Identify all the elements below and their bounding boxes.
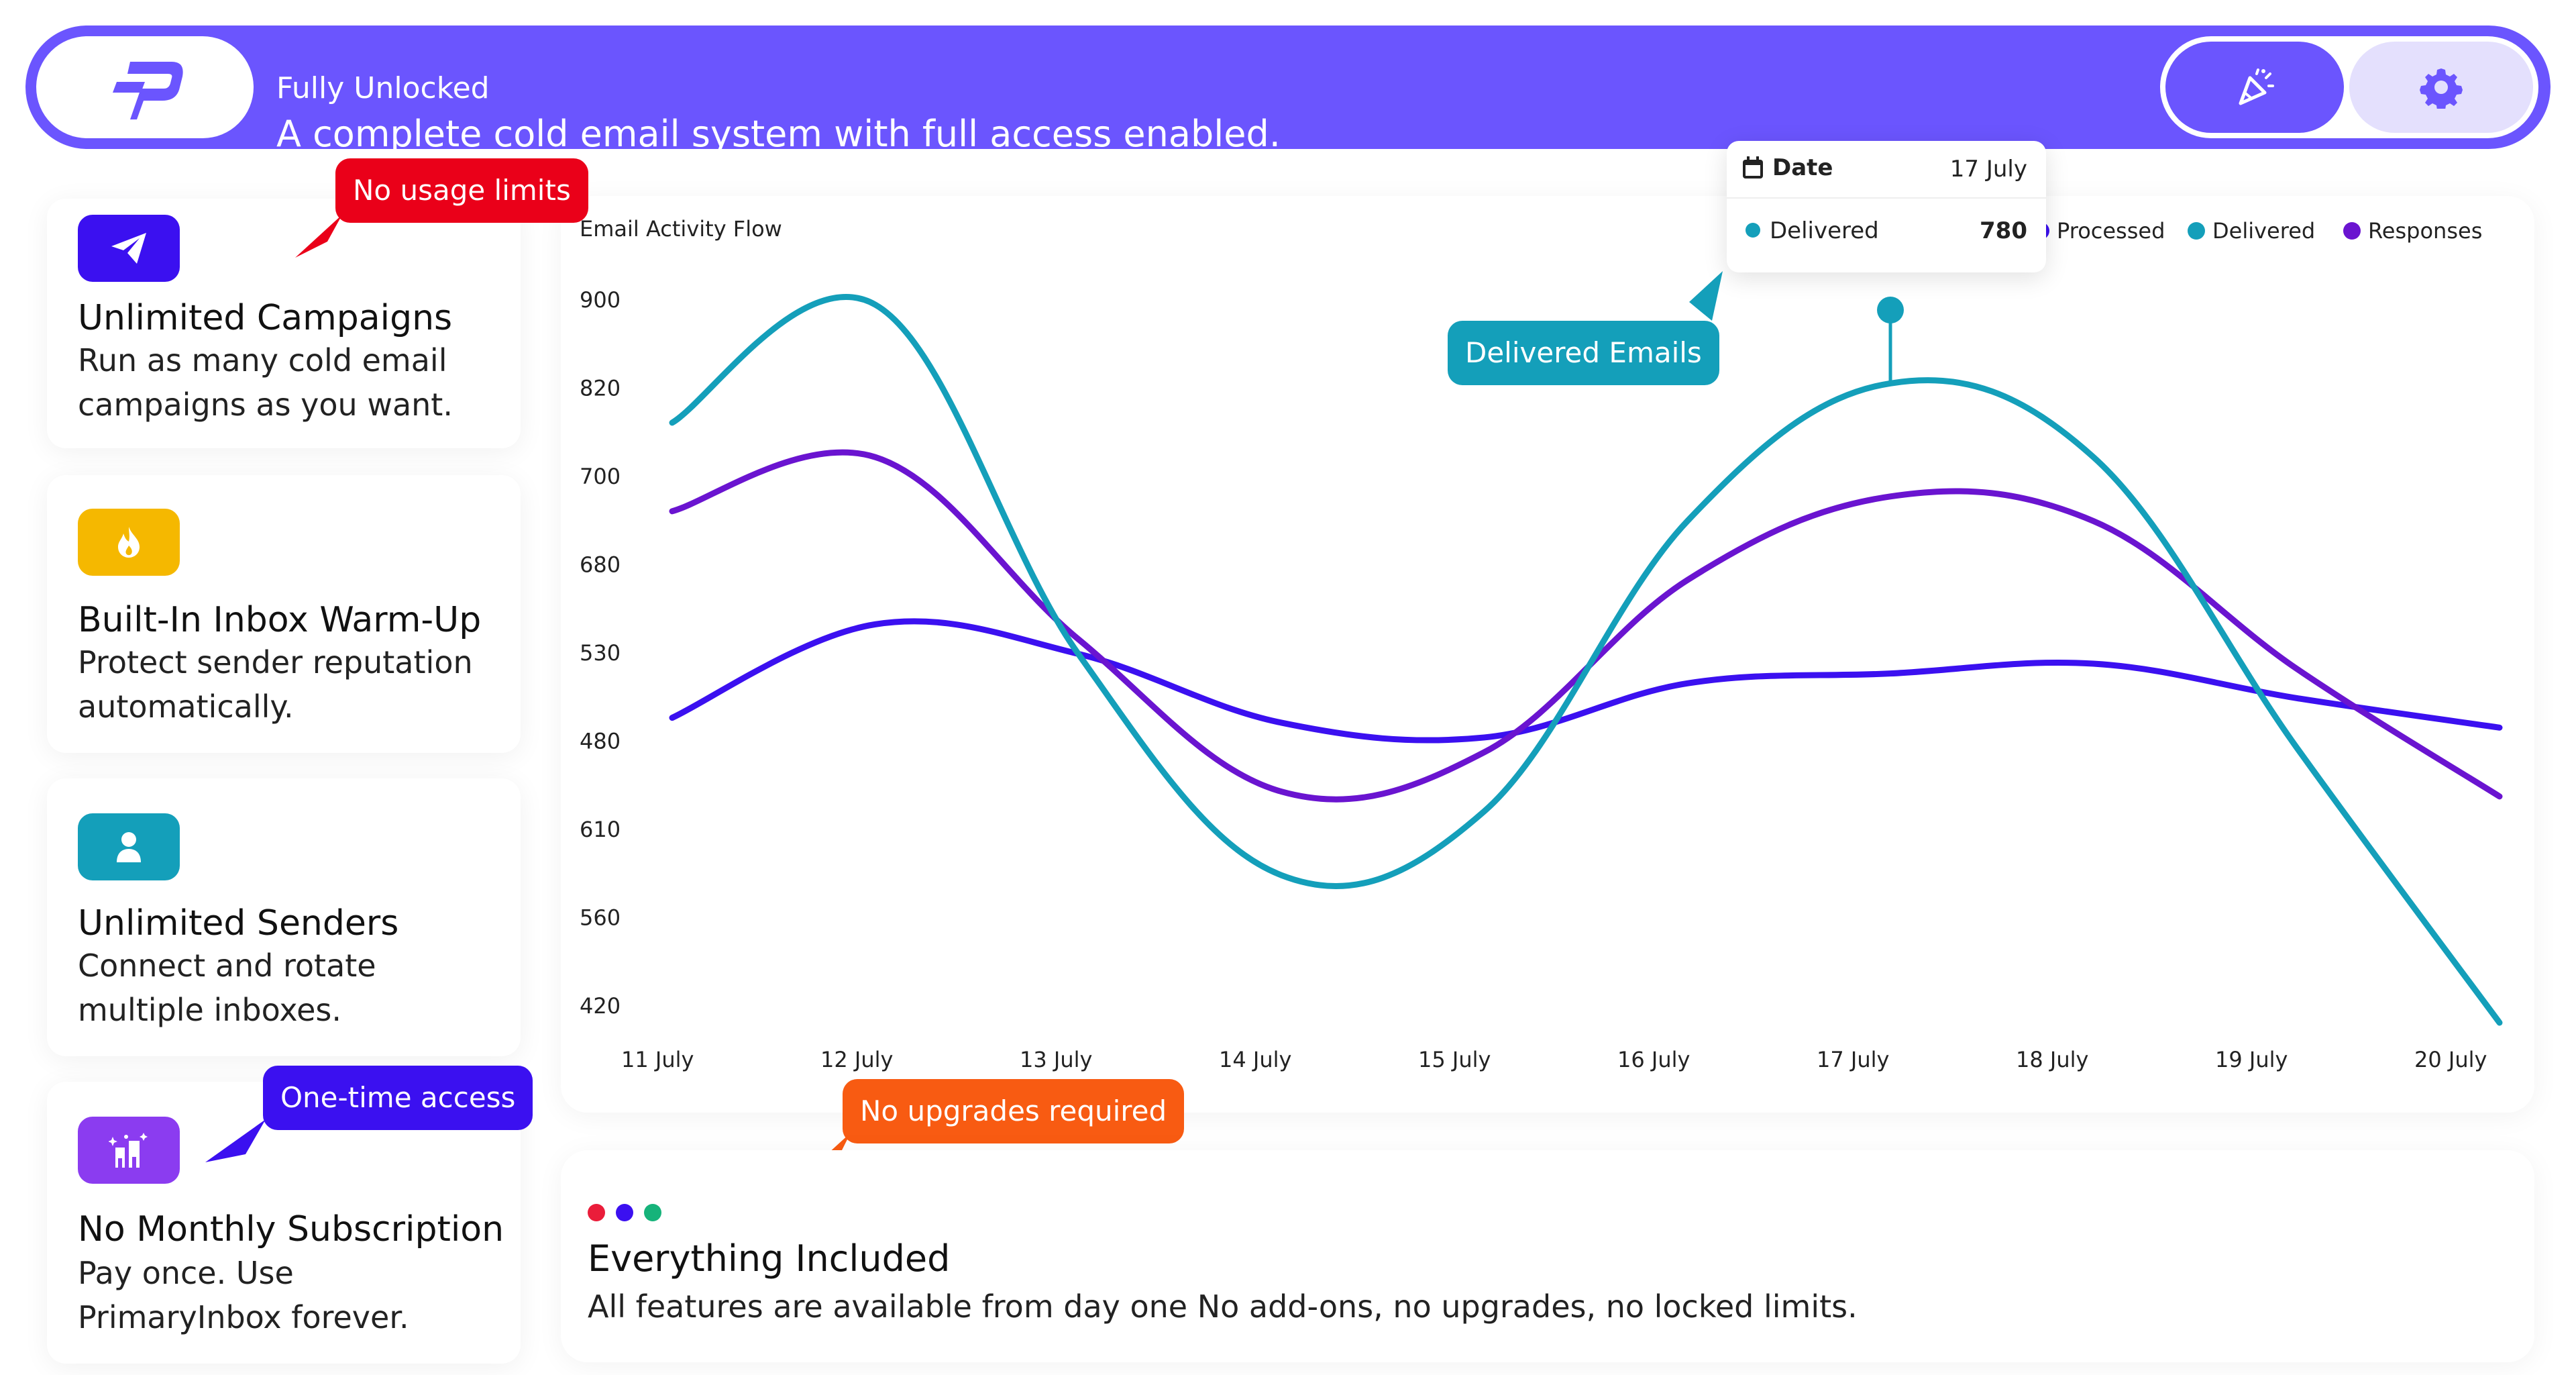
feature-title: Built-In Inbox Warm-Up (78, 600, 482, 640)
chart-title: Email Activity Flow (580, 216, 782, 242)
y-tick-label: 530 (580, 640, 621, 666)
x-tick-label: 19 July (2215, 1047, 2288, 1072)
tag-pointer (205, 1119, 266, 1162)
feature-card-campaigns: Unlimited Campaigns Run as many cold ema… (47, 199, 521, 448)
everything-included-panel: Everything Included All features are ava… (561, 1150, 2534, 1362)
logo[interactable] (36, 36, 254, 138)
tooltip-date-row: Date 17 July (1727, 141, 2046, 199)
tag-delivered-emails: Delivered Emails (1448, 321, 1719, 385)
legend-label[interactable]: Delivered (2212, 218, 2315, 244)
tooltip-series-value: 780 (1980, 217, 2027, 244)
y-tick-label: 560 (580, 905, 621, 931)
feature-icon-box (78, 813, 180, 880)
window-dot-red (588, 1204, 605, 1221)
feature-desc: Connect and rotate multiple inboxes. (78, 948, 376, 1028)
window-dot-blue (616, 1204, 633, 1221)
user-icon (117, 832, 141, 862)
x-tick-label: 18 July (2016, 1047, 2088, 1072)
header-subtitle: Fully Unlocked (276, 71, 490, 105)
series-line-delivered[interactable] (669, 294, 2503, 1026)
header-banner: Fully Unlocked A complete cold email sys… (25, 26, 2551, 155)
feature-icon-box (78, 509, 180, 576)
logo-icon (113, 62, 183, 119)
header-title: A complete cold email system with full a… (276, 113, 1281, 155)
legend-marker (2343, 222, 2361, 240)
flame-icon (118, 527, 140, 558)
x-tick-label: 20 July (2414, 1047, 2487, 1072)
x-tick-label: 13 July (1020, 1047, 1092, 1072)
y-tick-label: 900 (580, 287, 621, 313)
feature-card-warmup: Built-In Inbox Warm-Up Protect sender re… (47, 475, 521, 753)
x-tick-label: 11 July (621, 1047, 694, 1072)
header-actions (2160, 36, 2538, 138)
y-tick-label: 700 (580, 464, 621, 489)
tag-no-upgrades: No upgrades required (843, 1079, 1185, 1143)
chart-tooltip: Date 17 July Delivered 780 (1727, 141, 2046, 272)
legend-marker (2188, 222, 2205, 240)
paper-plane-icon (111, 233, 146, 264)
legend-dot (1746, 223, 1760, 238)
feature-desc: Pay once. Use PrimaryInbox forever. (78, 1255, 409, 1335)
y-tick-label: 610 (580, 817, 621, 842)
feature-icon-box (78, 1117, 180, 1184)
gear-icon (2420, 68, 2463, 109)
calendar-icon (1743, 156, 1763, 179)
x-tick-label: 14 July (1219, 1047, 1291, 1072)
settings-button[interactable] (2349, 42, 2533, 133)
y-tick-label: 480 (580, 729, 621, 754)
x-tick-label: 15 July (1418, 1047, 1491, 1072)
celebration-icon (109, 1133, 148, 1168)
x-tick-label: 16 July (1617, 1047, 1690, 1072)
x-tick-label: 12 July (820, 1047, 893, 1072)
feature-icon-box (78, 215, 180, 282)
feature-desc: Run as many cold email campaigns as you … (78, 342, 453, 423)
hover-point[interactable] (1877, 297, 1904, 323)
everything-included-title: Everything Included (588, 1237, 951, 1280)
series-line-processed[interactable] (669, 618, 2503, 744)
tag-pointer (1689, 271, 1723, 321)
window-dot-green (644, 1204, 661, 1221)
y-tick-label: 820 (580, 376, 621, 401)
legend-label[interactable]: Responses (2368, 218, 2482, 244)
tag-pointer (295, 215, 342, 258)
x-tick-label: 17 July (1817, 1047, 1889, 1072)
feature-title: Unlimited Senders (78, 903, 399, 944)
tooltip-date-value: 17 July (1949, 156, 2027, 183)
celebrate-button[interactable] (2165, 42, 2344, 133)
legend-label[interactable]: Processed (2057, 218, 2165, 244)
feature-desc: Protect sender reputation automatically. (78, 644, 473, 725)
feature-title: No Monthly Subscription (78, 1209, 504, 1250)
feature-title: Unlimited Campaigns (78, 298, 453, 338)
tag-one-time-access: One-time access (263, 1066, 533, 1130)
y-tick-label: 420 (580, 993, 621, 1019)
tag-no-usage-limits: No usage limits (335, 158, 588, 223)
feature-card-senders: Unlimited Senders Connect and rotate mul… (47, 778, 521, 1056)
tooltip-date-label: Date (1772, 154, 1833, 181)
everything-included-desc: All features are available from day one … (588, 1288, 1858, 1325)
email-activity-chart: Email Activity Flow Processed Delivered Re… (580, 216, 2503, 1072)
tooltip-series-label: Delivered (1770, 217, 1879, 244)
y-tick-label: 680 (580, 552, 621, 578)
party-popper-icon (2239, 68, 2274, 105)
